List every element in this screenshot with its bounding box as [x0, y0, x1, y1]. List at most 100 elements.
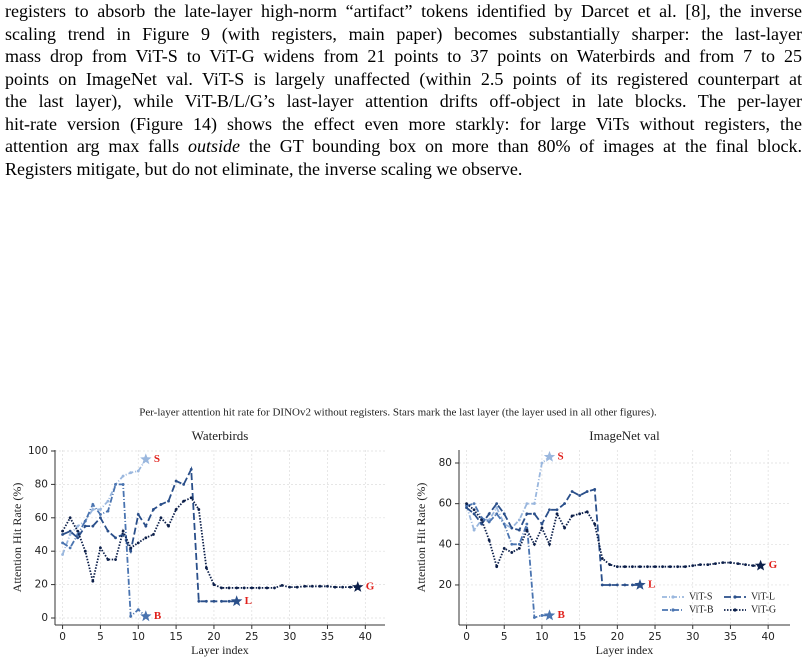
point [502, 546, 506, 550]
point [540, 522, 544, 526]
point [631, 583, 634, 587]
x-tick-label: 35 [724, 631, 737, 643]
legend-label: ViT-S [689, 591, 712, 602]
point [706, 563, 710, 567]
point [517, 546, 521, 550]
legend-marker [671, 608, 675, 612]
point [600, 557, 604, 560]
point [61, 541, 64, 545]
end-label: S [557, 450, 563, 462]
point [525, 528, 529, 532]
x-tick-label: 30 [686, 631, 699, 643]
text-span: the GT bounding box on more than 80% of … [240, 136, 802, 156]
end-label: G [769, 559, 778, 571]
point [683, 565, 687, 569]
point [83, 519, 87, 523]
point [273, 586, 276, 590]
x-axis-label: Layer index [191, 643, 249, 657]
end-label: B [154, 610, 162, 622]
point [615, 583, 619, 587]
text-span: attention arg max falls [5, 136, 189, 156]
point [510, 551, 514, 554]
point [532, 502, 536, 506]
point [61, 553, 64, 556]
series-line [465, 502, 761, 570]
last-layer-star [230, 595, 243, 607]
point [691, 564, 695, 568]
point [257, 586, 261, 590]
point [121, 482, 125, 486]
point [570, 514, 574, 518]
point [585, 490, 589, 493]
legend-label: ViT-B [689, 604, 714, 615]
point [480, 522, 484, 526]
point [487, 538, 491, 542]
point [555, 512, 559, 516]
point [540, 461, 544, 465]
point [548, 542, 551, 546]
point [465, 502, 468, 506]
chart-title: Waterbirds [192, 428, 249, 443]
point [303, 584, 307, 588]
point [197, 508, 201, 511]
point [204, 566, 208, 570]
point [510, 542, 514, 546]
y-tick-label: 40 [35, 545, 48, 557]
point [472, 512, 476, 516]
point [76, 529, 80, 533]
x-tick-label: 40 [359, 631, 372, 643]
x-tick-label: 10 [535, 631, 548, 643]
point [525, 522, 529, 526]
point [212, 599, 216, 603]
legend-marker [733, 608, 737, 612]
point [106, 509, 110, 513]
x-tick-label: 25 [648, 631, 661, 643]
point [517, 518, 521, 522]
point [189, 496, 193, 500]
y-tick-label: 80 [35, 478, 48, 490]
point [136, 469, 140, 473]
point [744, 563, 747, 567]
series-line [465, 456, 551, 533]
point [578, 494, 582, 497]
point [68, 546, 72, 550]
point [144, 536, 148, 540]
point [751, 564, 755, 568]
last-layer-star [140, 610, 152, 622]
point [646, 565, 649, 569]
point [623, 565, 627, 569]
y-axis-label: Attention Hit Rate (%) [414, 483, 428, 593]
point [333, 585, 337, 589]
point [570, 490, 574, 493]
point [114, 482, 117, 486]
point [472, 528, 476, 532]
point [540, 614, 544, 617]
point [676, 565, 680, 569]
point [348, 585, 352, 589]
x-tick-label: 40 [761, 631, 774, 643]
point [495, 506, 499, 510]
point [578, 512, 582, 516]
point [227, 599, 231, 603]
point [136, 608, 140, 612]
point [68, 529, 72, 533]
point [608, 563, 612, 567]
point [99, 516, 102, 520]
x-tick-label: 25 [245, 631, 258, 643]
point [242, 586, 246, 590]
point [608, 583, 612, 587]
last-layer-star [634, 579, 646, 590]
point [698, 563, 702, 567]
point [729, 561, 732, 565]
point [151, 508, 155, 511]
point [91, 579, 95, 583]
point [235, 586, 239, 590]
x-tick-label: 30 [283, 631, 296, 643]
point [495, 565, 499, 569]
point [220, 586, 223, 590]
italic-text: outside [188, 136, 241, 156]
point [167, 524, 170, 528]
point [525, 502, 529, 506]
x-tick-label: 10 [132, 631, 145, 643]
last-layer-star [543, 450, 556, 462]
